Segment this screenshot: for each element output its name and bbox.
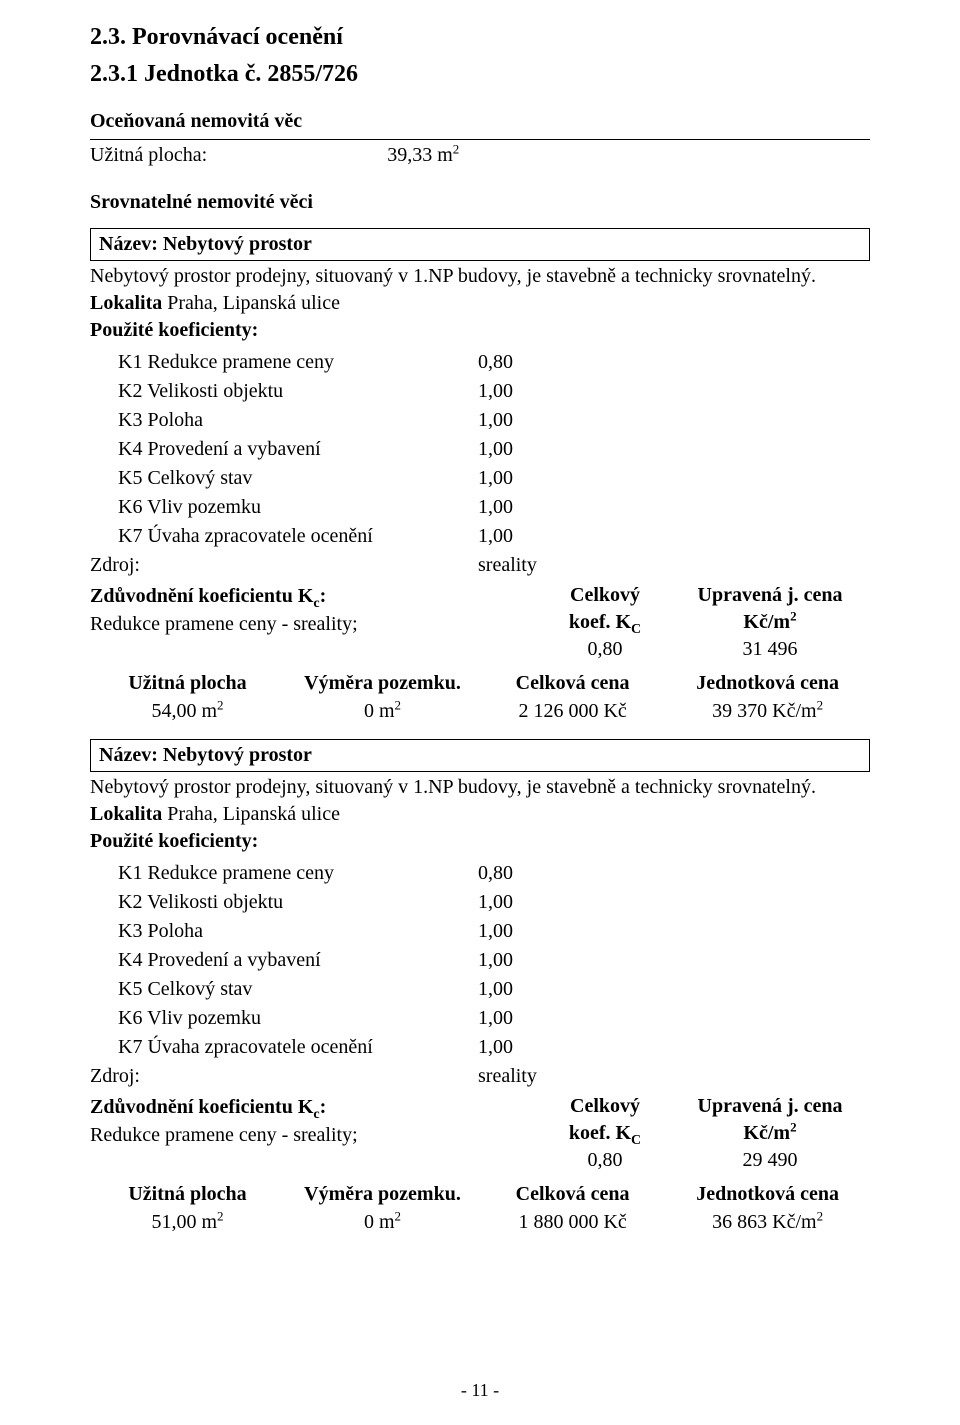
- used-coef-label: Použité koeficienty:: [90, 830, 258, 852]
- coef-k2-label: K2 Velikosti objektu: [90, 888, 478, 917]
- name-label: Název:: [99, 744, 158, 766]
- kckm-label: Kč/m2: [743, 1122, 796, 1144]
- coef-k5-val: 1,00: [478, 975, 598, 1004]
- upravena-label: Upravená j. cena: [698, 584, 843, 606]
- coef-k2-val: 1,00: [478, 377, 598, 406]
- coef-k7-label: K7 Úvaha zpracovatele ocenění: [90, 522, 478, 551]
- justification-label: Zdůvodnění koeficientu Kc:: [90, 1093, 545, 1121]
- coef-k4-val: 1,00: [478, 946, 598, 975]
- locality-value: Praha, Lipanská ulice: [167, 292, 340, 314]
- source-row: Zdroj: sreality: [90, 551, 870, 580]
- coef-k3-val: 1,00: [478, 917, 598, 946]
- vymera-hdr: Výměra pozemku.: [285, 1180, 480, 1208]
- comparable-box: Název: Nebytový prostor: [90, 739, 870, 772]
- result-row: Užitná plocha 51,00 m2 Výměra pozemku. 0…: [90, 1180, 870, 1236]
- coef-k6-label: K6 Vliv pozemku: [90, 493, 478, 522]
- celkovy-label: Celkový: [570, 1095, 640, 1117]
- celkova-hdr: Celková cena: [480, 1180, 665, 1208]
- source-label: Zdroj:: [90, 1062, 478, 1091]
- koefkc-value: 0,80: [588, 1149, 623, 1171]
- coef-k1-label: K1 Redukce pramene ceny: [90, 348, 478, 377]
- name-value: Nebytový prostor: [163, 744, 312, 766]
- source-value: sreality: [478, 551, 537, 580]
- coef-k5-label: K5 Celkový stav: [90, 464, 478, 493]
- coef-k4-label: K4 Provedení a vybavení: [90, 435, 478, 464]
- coef-k2-label: K2 Velikosti objektu: [90, 377, 478, 406]
- koefkc-label: koef. KC: [569, 1122, 641, 1144]
- used-coef-label: Použité koeficienty:: [90, 319, 258, 341]
- result-row: Užitná plocha 54,00 m2 Výměra pozemku. 0…: [90, 669, 870, 725]
- summary-right: Celkový koef. KC 0,80 Upravená j. cena K…: [545, 582, 870, 663]
- coef-k1-label: K1 Redukce pramene ceny: [90, 859, 478, 888]
- coef-k4-val: 1,00: [478, 435, 598, 464]
- coef-table: K1 Redukce pramene ceny0,80 K2 Velikosti…: [90, 348, 870, 551]
- subject-area-value: 39,33 m2: [387, 144, 459, 166]
- coef-k5-val: 1,00: [478, 464, 598, 493]
- coef-k2-val: 1,00: [478, 888, 598, 917]
- comparable-desc: Nebytový prostor prodejny, situovaný v 1…: [90, 774, 870, 801]
- upravena-value: 31 496: [743, 638, 798, 660]
- koefkc-value: 0,80: [588, 638, 623, 660]
- jednotkova-hdr: Jednotková cena: [665, 669, 870, 697]
- summary-right: Celkový koef. KC 0,80 Upravená j. cena K…: [545, 1093, 870, 1174]
- justification-label: Zdůvodnění koeficientu Kc:: [90, 582, 545, 610]
- coef-k7-val: 1,00: [478, 522, 598, 551]
- vymera-val: 0 m2: [285, 697, 480, 725]
- celkovy-label: Celkový: [570, 584, 640, 606]
- comparable-name-row: Název: Nebytový prostor: [99, 742, 861, 769]
- name-value: Nebytový prostor: [163, 233, 312, 255]
- uzitna-val: 51,00 m2: [90, 1208, 285, 1236]
- coef-k6-label: K6 Vliv pozemku: [90, 1004, 478, 1033]
- celkova-val: 1 880 000 Kč: [480, 1208, 665, 1236]
- comparable-locality: Lokalita Praha, Lipanská ulice: [90, 290, 870, 317]
- comparable-desc: Nebytový prostor prodejny, situovaný v 1…: [90, 263, 870, 290]
- vymera-val: 0 m2: [285, 1208, 480, 1236]
- page-number: - 11 -: [0, 1380, 960, 1401]
- koefkc-label: koef. KC: [569, 611, 641, 633]
- comparable-locality: Lokalita Praha, Lipanská ulice: [90, 801, 870, 828]
- locality-value: Praha, Lipanská ulice: [167, 803, 340, 825]
- locality-label: Lokalita: [90, 292, 162, 314]
- coef-k1-val: 0,80: [478, 348, 598, 377]
- subject-area-label: Užitná plocha:: [90, 144, 207, 166]
- celkova-hdr: Celková cena: [480, 669, 665, 697]
- coef-k1-val: 0,80: [478, 859, 598, 888]
- subject-area-row: Užitná plocha: 39,33 m2: [90, 142, 870, 169]
- subsection-heading: 2.3.1 Jednotka č. 2855/726: [90, 61, 870, 88]
- celkova-val: 2 126 000 Kč: [480, 697, 665, 725]
- coef-k5-label: K5 Celkový stav: [90, 975, 478, 1004]
- comparables-title: Srovnatelné nemovité věci: [90, 191, 870, 214]
- justification-text: Redukce pramene ceny - sreality;: [90, 610, 545, 638]
- coef-k3-val: 1,00: [478, 406, 598, 435]
- section-heading: 2.3. Porovnávací ocenění: [90, 24, 870, 51]
- jednotkova-val: 39 370 Kč/m2: [665, 697, 870, 725]
- coef-table: K1 Redukce pramene ceny0,80 K2 Velikosti…: [90, 859, 870, 1062]
- upravena-value: 29 490: [743, 1149, 798, 1171]
- uzitna-hdr: Užitná plocha: [90, 669, 285, 697]
- name-label: Název:: [99, 233, 158, 255]
- coef-k7-label: K7 Úvaha zpracovatele ocenění: [90, 1033, 478, 1062]
- justification-text: Redukce pramene ceny - sreality;: [90, 1121, 545, 1149]
- locality-label: Lokalita: [90, 803, 162, 825]
- comparable-name-row: Název: Nebytový prostor: [99, 231, 861, 258]
- upravena-label: Upravená j. cena: [698, 1095, 843, 1117]
- uzitna-hdr: Užitná plocha: [90, 1180, 285, 1208]
- kckm-label: Kč/m2: [743, 611, 796, 633]
- subject-title: Oceňovaná nemovitá věc: [90, 110, 870, 133]
- coef-k3-label: K3 Poloha: [90, 917, 478, 946]
- comparable-box: Název: Nebytový prostor: [90, 228, 870, 261]
- coef-k4-label: K4 Provedení a vybavení: [90, 946, 478, 975]
- coef-k6-val: 1,00: [478, 493, 598, 522]
- jednotkova-hdr: Jednotková cena: [665, 1180, 870, 1208]
- vymera-hdr: Výměra pozemku.: [285, 669, 480, 697]
- source-row: Zdroj: sreality: [90, 1062, 870, 1091]
- coef-k6-val: 1,00: [478, 1004, 598, 1033]
- source-value: sreality: [478, 1062, 537, 1091]
- uzitna-val: 54,00 m2: [90, 697, 285, 725]
- coef-k7-val: 1,00: [478, 1033, 598, 1062]
- source-label: Zdroj:: [90, 551, 478, 580]
- jednotkova-val: 36 863 Kč/m2: [665, 1208, 870, 1236]
- coef-k3-label: K3 Poloha: [90, 406, 478, 435]
